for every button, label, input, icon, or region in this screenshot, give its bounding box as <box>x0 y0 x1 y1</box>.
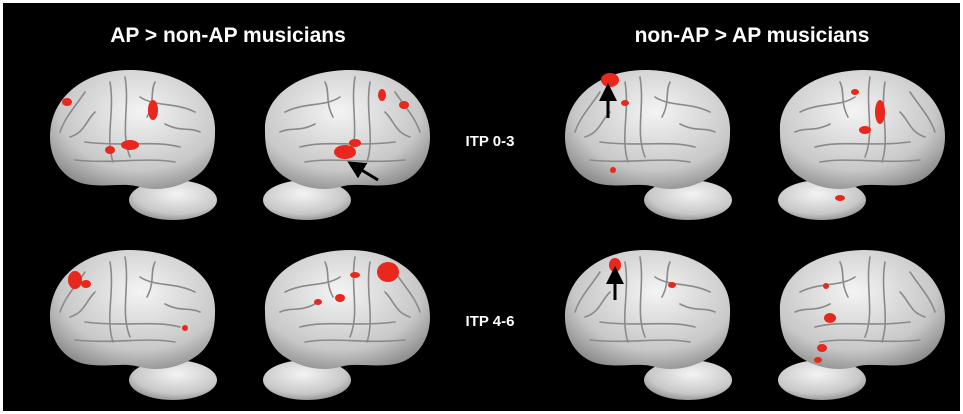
figure: AP > non-AP musicians non-AP > AP musici… <box>0 0 963 414</box>
column-header: AP > non-AP musicians <box>110 24 346 47</box>
row-label: ITP 0-3 <box>466 133 515 150</box>
column-header: non-AP > AP musicians <box>635 24 870 47</box>
row-label: ITP 4-6 <box>466 313 515 330</box>
